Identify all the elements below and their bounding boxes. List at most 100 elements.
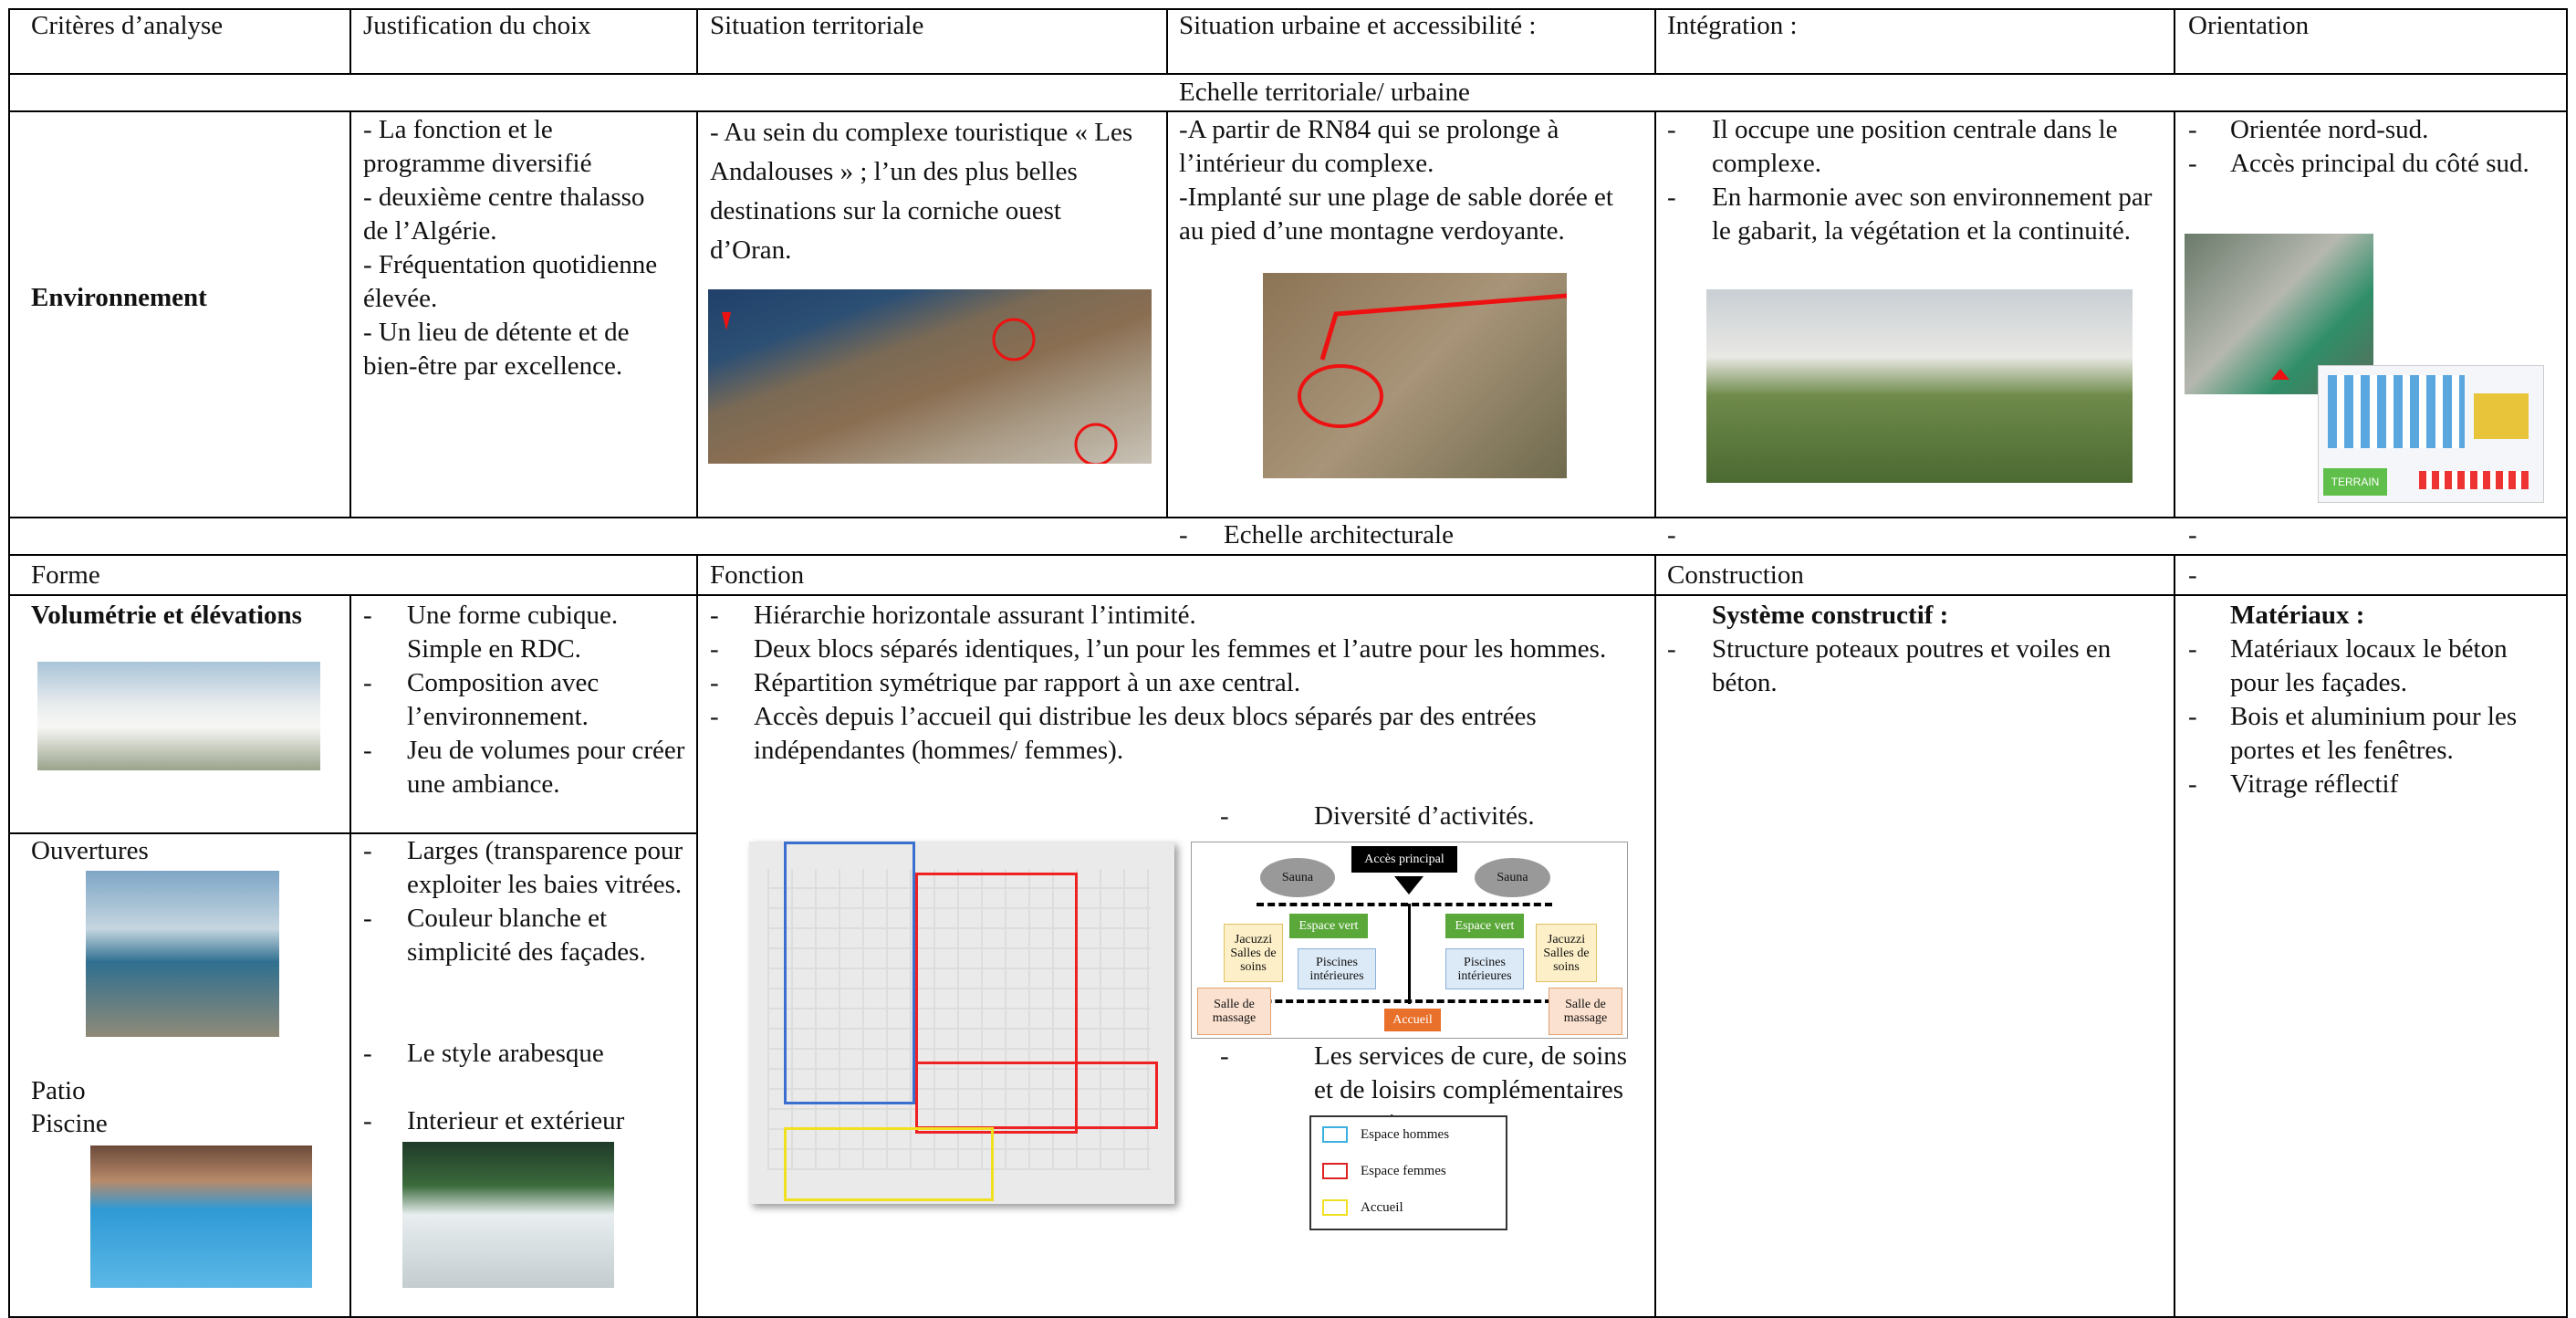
circle [992, 318, 1036, 361]
list-text: En harmonie avec son environnement par l… [1712, 183, 2153, 246]
shape [767, 869, 1151, 1170]
subheader: Forme [31, 560, 100, 590]
list-text: Vitrage réflectif [2230, 769, 2399, 799]
shape: - La fonction et le programme diversifié… [363, 113, 669, 383]
list-item: - Matériaux locaux le béton pour les faça… [2188, 633, 2558, 700]
row-label: Piscine [31, 1109, 108, 1138]
rule-line [696, 110, 698, 518]
image: TERRAIN [2318, 365, 2544, 503]
shape [2419, 471, 2529, 489]
list-text: Structure poteaux poutres et voiles en b… [1712, 634, 2112, 697]
rule-line [8, 73, 2568, 75]
diagram-label: Accès principal [1351, 846, 1457, 873]
legend-label: Espace hommes [1361, 1127, 1450, 1142]
diagram-label: Jacuzzi Salles de soins [1224, 924, 1283, 982]
header-cell: Justification du choix [363, 11, 591, 40]
list-text: Le style arabesque [407, 1039, 604, 1068]
diagram-label: Accueil [1384, 1009, 1441, 1031]
rule-line [1654, 110, 1656, 518]
shape [1394, 876, 1424, 894]
shape [784, 842, 915, 1104]
orientation-marks [2271, 369, 2289, 380]
legend-label: Accueil [1361, 1200, 1403, 1215]
shape [1232, 999, 1552, 1003]
rule-line [696, 554, 698, 1318]
rule-line [8, 8, 2568, 10]
list-item: - Accès depuis l’accueil qui distribue le… [710, 700, 1632, 768]
rule-line [8, 594, 2568, 596]
diagram-label: Salle de massage [1197, 988, 1271, 1035]
list-item: - Orientée nord-sud. [2188, 113, 2553, 147]
rule-line [8, 110, 2568, 112]
subheader: Fonction [710, 560, 805, 590]
bullet: - [1179, 520, 1188, 549]
image [708, 289, 1152, 464]
bullet-list: - Le style arabesque [363, 1037, 692, 1071]
legend-item: Espace hommes [1322, 1126, 1449, 1143]
bullet-list: - Interieur et extérieur [363, 1104, 692, 1138]
rule-line [1654, 554, 1656, 1318]
rule-line [2174, 8, 2175, 74]
diagram-label: Piscines intérieures [1445, 948, 1524, 989]
row-label: Volumétrie et élévations [31, 601, 302, 630]
bullet-list: - Structure poteaux poutres et voiles en … [1667, 633, 2164, 700]
row-label: Patio [31, 1076, 86, 1105]
list-text: Deux blocs séparés identiques, l’un pour… [754, 634, 1607, 664]
block-title: Système constructif : [1712, 601, 1949, 630]
shape: Espace hommes Espace femmes Accueil [1309, 1115, 1507, 1230]
dash: - [2188, 520, 2197, 549]
list-item: - Le style arabesque [363, 1037, 692, 1071]
shape [1322, 1126, 1348, 1143]
urban-text: -A partir de RN84 qui se prolonge à l’in… [1179, 115, 1559, 178]
header-cell: Situation urbaine et accessibilité : [1179, 11, 1537, 40]
diagram-label: Espace vert [1289, 914, 1368, 938]
image [749, 842, 1174, 1204]
header-cell: Critères d’analyse [31, 11, 224, 40]
list-text: Bois et aluminium pour les portes et les… [2230, 702, 2518, 765]
list-text: Répartition symétrique par rapport à un … [754, 668, 1301, 697]
bullet: - [710, 668, 719, 697]
territorial-text: - Au sein du complexe touristique « Les … [710, 118, 1133, 265]
bullet-list: - Hiérarchie horizontale assurant l’intim… [710, 599, 1632, 768]
legend-item: Accueil [1322, 1199, 1403, 1216]
subheader: - [2188, 560, 2197, 590]
block-title: Matériaux : [2230, 601, 2365, 630]
subheader: Construction [1667, 560, 1804, 590]
list-item: - Couleur blanche et simplicité des façad… [363, 902, 692, 969]
list-item: - Vitrage réflectif [2188, 768, 2558, 801]
list-text: Jeu de volumes pour créer une ambiance. [407, 736, 685, 799]
rule-line [349, 110, 351, 518]
bullet-list: - Orientée nord-sud. - Accès principal du c… [2188, 113, 2553, 181]
bullet: - [710, 702, 719, 731]
header-cell: Intégration : [1667, 11, 1798, 40]
section-title: Echelle territoriale/ urbaine [1179, 78, 1470, 107]
legend-label: Espace femmes [1361, 1164, 1446, 1178]
list-text: Accès principal du côté sud. [2230, 149, 2529, 178]
shape [784, 1127, 994, 1201]
diagram-label: Sauna [1475, 858, 1550, 897]
bullet: - [363, 904, 372, 933]
row-label: Environnement [31, 283, 207, 312]
shape [2328, 375, 2465, 448]
justification: - La fonction et le programme diversifié [363, 115, 592, 178]
route [1319, 293, 1567, 361]
list-text: Diversité d’activités. [1314, 801, 1535, 831]
bullet-list: - Diversité d’activités. [1220, 800, 1640, 833]
rule-line [2566, 8, 2568, 1318]
rule-line [1166, 110, 1168, 518]
rule-line [1654, 8, 1656, 74]
diagram-label: Espace vert [1445, 914, 1524, 938]
section-title: Echelle architecturale [1224, 520, 1454, 549]
urban-text: -Implanté sur une plage de sable dorée e… [1179, 183, 1613, 246]
rule-line [1166, 8, 1168, 74]
rule-line [8, 832, 697, 834]
shape [1322, 1199, 1348, 1216]
list-item: - Deux blocs séparés identiques, l’un pou… [710, 633, 1632, 666]
arrow [2271, 369, 2289, 380]
bullet: - [2188, 769, 2197, 799]
bullet: - [363, 736, 372, 765]
rule-line [2174, 554, 2175, 1318]
bullet: - [2188, 702, 2197, 731]
list-text: Orientée nord-sud. [2230, 115, 2429, 144]
